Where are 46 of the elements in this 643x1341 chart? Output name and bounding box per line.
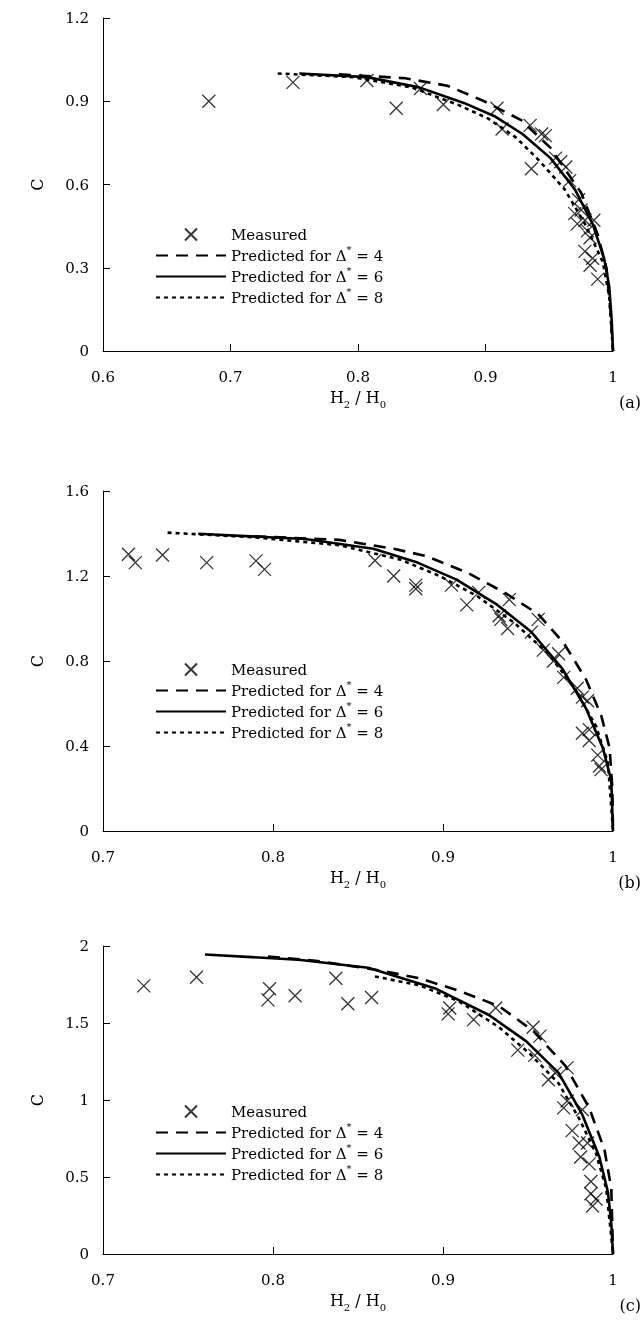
x-tick-label: 0.9 bbox=[431, 1270, 455, 1289]
legend-label: Predicted for Δ* = 8 bbox=[231, 285, 384, 307]
x-tick-label: 0.9 bbox=[473, 367, 498, 386]
legend-label: Predicted for Δ* = 8 bbox=[231, 720, 384, 742]
y-tick-label: 1.2 bbox=[65, 9, 89, 27]
x-tick-label: 0.9 bbox=[431, 847, 455, 866]
y-tick-label: 0.3 bbox=[65, 258, 89, 277]
legend-label: Predicted for Δ* = 6 bbox=[231, 1141, 384, 1163]
legend-label: Predicted for Δ* = 4 bbox=[231, 678, 384, 700]
legend-label: Predicted for Δ* = 6 bbox=[231, 264, 384, 286]
y-tick-label: 0.6 bbox=[65, 175, 89, 194]
y-tick-label: 0.4 bbox=[65, 737, 89, 755]
y-tick-label: 0.8 bbox=[65, 652, 89, 670]
legend-label: Measured bbox=[231, 1102, 308, 1121]
y-tick-label: 1 bbox=[79, 1091, 89, 1109]
text: (a) bbox=[618, 392, 642, 412]
y-axis-title: C bbox=[27, 654, 47, 668]
x-tick-label: 1 bbox=[608, 1270, 618, 1289]
x-tick-label: 1 bbox=[608, 367, 618, 386]
x-tick-label: 0.7 bbox=[91, 1270, 115, 1289]
y-tick-label: 1.5 bbox=[65, 1014, 89, 1032]
text: (b) bbox=[618, 872, 642, 892]
legend-label: Predicted for Δ* = 4 bbox=[231, 1120, 384, 1142]
x-tick-label: 0.7 bbox=[218, 367, 243, 386]
y-tick-label: 0.5 bbox=[65, 1168, 89, 1186]
legend-label: Measured bbox=[231, 225, 308, 244]
x-tick-label: 0.6 bbox=[91, 367, 115, 386]
y-tick-label: 0 bbox=[79, 342, 89, 360]
legend-label: Predicted for Δ* = 4 bbox=[231, 243, 384, 265]
y-axis-title: C bbox=[27, 178, 47, 191]
x-tick-label: 1 bbox=[608, 847, 618, 866]
text: (c) bbox=[619, 1295, 642, 1315]
x-tick-label: 0.8 bbox=[261, 847, 285, 866]
y-tick-label: 2 bbox=[79, 937, 89, 955]
y-axis-title: C bbox=[27, 1093, 47, 1107]
legend-label: Measured bbox=[231, 660, 308, 679]
y-tick-label: 0 bbox=[79, 822, 89, 840]
y-tick-label: 1.6 bbox=[65, 482, 89, 500]
x-tick-label: 0.7 bbox=[91, 847, 115, 866]
legend-label: Predicted for Δ* = 8 bbox=[231, 1162, 384, 1184]
y-tick-label: 1.2 bbox=[65, 567, 89, 585]
y-tick-label: 0 bbox=[79, 1245, 89, 1263]
x-tick-label: 0.8 bbox=[346, 367, 370, 386]
legend-label: Predicted for Δ* = 6 bbox=[231, 699, 384, 721]
x-tick-label: 0.8 bbox=[261, 1270, 285, 1289]
y-tick-label: 0.9 bbox=[65, 92, 89, 111]
